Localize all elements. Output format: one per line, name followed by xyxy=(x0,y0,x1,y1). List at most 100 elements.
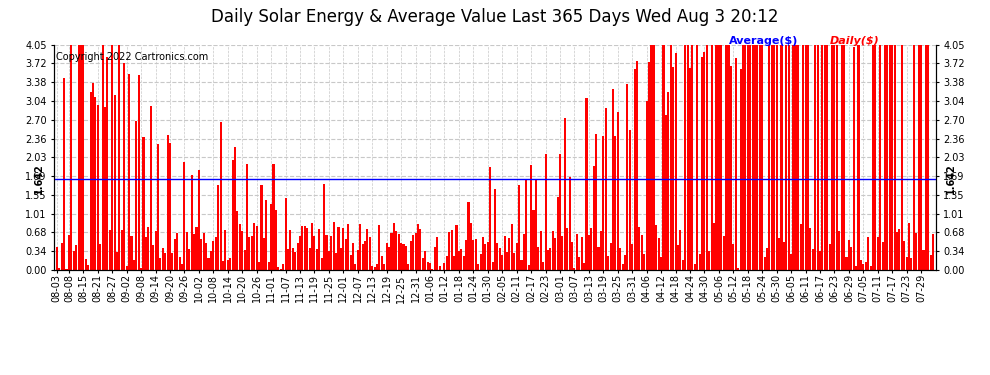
Bar xyxy=(85,259,87,270)
Bar xyxy=(198,170,200,270)
Bar xyxy=(817,45,819,270)
Bar xyxy=(376,264,378,270)
Bar xyxy=(65,269,67,270)
Bar xyxy=(403,244,405,270)
Bar xyxy=(845,257,847,270)
Bar xyxy=(270,204,272,270)
Bar xyxy=(775,45,778,270)
Bar xyxy=(109,231,111,270)
Bar xyxy=(701,57,703,270)
Bar xyxy=(455,225,457,270)
Bar xyxy=(239,225,241,270)
Bar xyxy=(250,236,252,270)
Bar xyxy=(99,244,101,270)
Bar xyxy=(121,230,123,270)
Bar xyxy=(420,229,422,270)
Bar xyxy=(345,239,346,270)
Bar xyxy=(634,69,636,270)
Bar xyxy=(343,228,345,270)
Bar xyxy=(169,143,171,270)
Bar xyxy=(354,264,356,270)
Bar xyxy=(87,265,89,270)
Bar xyxy=(814,45,816,270)
Bar xyxy=(841,45,842,270)
Bar xyxy=(862,264,864,270)
Bar xyxy=(415,234,417,270)
Bar xyxy=(742,45,743,270)
Bar xyxy=(723,236,725,270)
Bar xyxy=(756,45,758,270)
Bar xyxy=(889,45,891,270)
Bar xyxy=(280,268,282,270)
Bar xyxy=(434,247,436,270)
Bar xyxy=(106,57,109,270)
Bar xyxy=(850,248,852,270)
Bar xyxy=(200,238,202,270)
Bar xyxy=(450,230,452,270)
Bar xyxy=(857,45,859,270)
Bar xyxy=(412,235,414,270)
Bar xyxy=(578,257,580,270)
Bar xyxy=(645,101,647,270)
Bar xyxy=(217,185,219,270)
Bar xyxy=(704,52,706,270)
Bar xyxy=(751,45,753,270)
Bar xyxy=(453,256,455,270)
Bar xyxy=(546,250,549,270)
Bar xyxy=(881,242,884,270)
Bar xyxy=(349,255,351,270)
Bar xyxy=(869,266,871,270)
Bar xyxy=(193,234,195,270)
Bar xyxy=(852,47,854,270)
Bar xyxy=(203,233,205,270)
Bar xyxy=(467,202,469,270)
Bar xyxy=(82,45,84,270)
Bar xyxy=(544,154,546,270)
Bar xyxy=(68,234,70,270)
Bar xyxy=(55,246,57,270)
Bar xyxy=(573,268,575,270)
Bar xyxy=(733,244,735,270)
Bar xyxy=(679,230,681,270)
Bar xyxy=(361,244,363,270)
Bar xyxy=(669,45,672,270)
Bar xyxy=(504,236,506,270)
Bar xyxy=(918,45,920,270)
Bar xyxy=(297,243,299,270)
Bar xyxy=(911,258,913,270)
Bar xyxy=(718,45,720,270)
Bar xyxy=(749,45,751,270)
Bar xyxy=(559,154,561,270)
Bar xyxy=(903,242,905,270)
Bar xyxy=(133,260,135,270)
Bar xyxy=(475,239,477,270)
Bar xyxy=(533,210,535,270)
Bar xyxy=(847,240,849,270)
Bar xyxy=(672,67,674,270)
Text: Daily($): Daily($) xyxy=(830,36,879,46)
Bar xyxy=(212,242,215,270)
Bar xyxy=(462,256,464,270)
Bar xyxy=(783,242,785,270)
Bar xyxy=(364,241,366,270)
Bar xyxy=(694,264,696,270)
Bar xyxy=(641,234,643,270)
Bar xyxy=(920,45,922,270)
Bar xyxy=(323,183,325,270)
Bar xyxy=(590,228,592,270)
Bar xyxy=(178,257,180,270)
Bar xyxy=(77,45,79,270)
Bar xyxy=(819,251,821,270)
Bar xyxy=(898,229,901,270)
Bar xyxy=(195,227,198,270)
Bar xyxy=(356,250,358,270)
Bar xyxy=(152,245,154,270)
Bar xyxy=(386,243,388,270)
Bar xyxy=(746,45,748,270)
Bar xyxy=(561,236,563,270)
Bar xyxy=(766,248,768,270)
Bar xyxy=(92,83,94,270)
Bar xyxy=(164,253,166,270)
Bar xyxy=(499,248,501,270)
Bar xyxy=(829,244,831,270)
